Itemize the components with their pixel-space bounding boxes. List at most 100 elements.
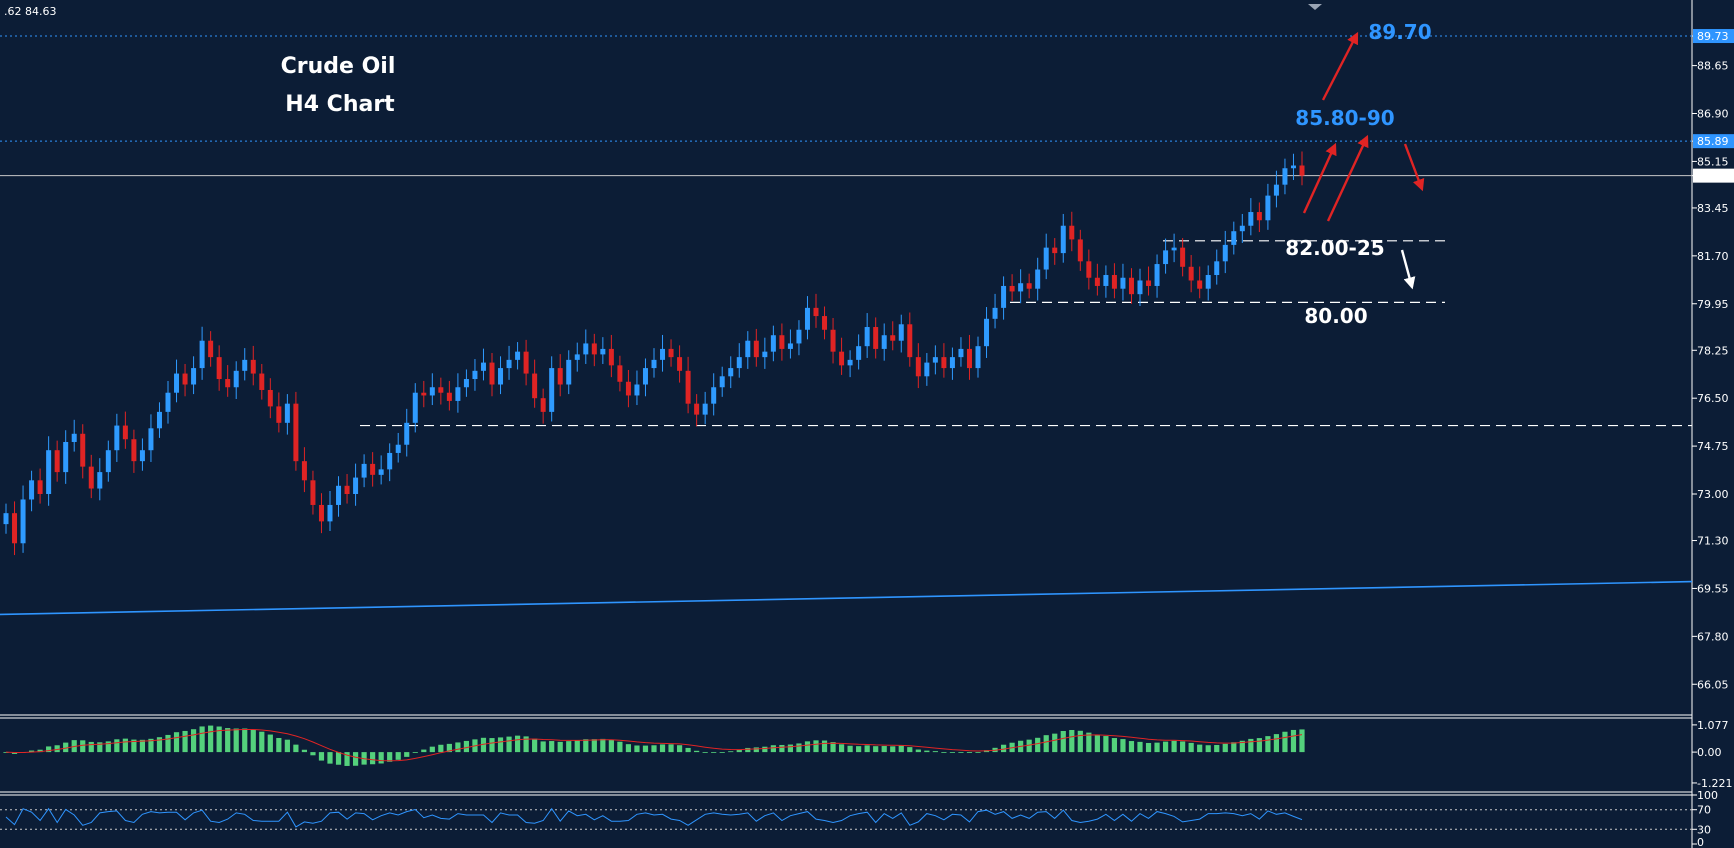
candle-body <box>233 370 239 388</box>
macd-bar <box>480 737 487 753</box>
candle-body <box>651 359 657 369</box>
macd-bar <box>890 746 896 753</box>
level-lines <box>0 0 1693 848</box>
macd-bar <box>949 752 956 753</box>
price-marker-label: 89.73 <box>1697 30 1729 43</box>
macd-bar <box>634 745 640 753</box>
candle-body <box>71 433 77 442</box>
candle-body <box>1214 261 1220 276</box>
macd-bar <box>728 751 734 753</box>
macd-bar <box>1205 745 1211 753</box>
candle-body <box>506 359 512 369</box>
macd-tick-label: 1.077 <box>1697 719 1729 732</box>
candle-body <box>370 463 376 475</box>
candle-body <box>293 403 299 462</box>
macd-bar <box>455 742 461 753</box>
candle-body <box>566 359 572 385</box>
candle-body <box>685 370 691 404</box>
macd-bar <box>864 745 870 753</box>
macd-bar <box>958 752 964 753</box>
candle-body <box>1154 264 1160 286</box>
trend-arrows <box>1302 4 1425 290</box>
candle-body <box>677 357 683 371</box>
chart-subtitle: H4 Chart <box>285 92 395 117</box>
macd-bar <box>907 747 913 753</box>
candle-body <box>1290 165 1296 169</box>
candle-body <box>480 362 486 371</box>
macd-bar <box>63 742 69 753</box>
candle-body <box>165 392 171 412</box>
macd-bar <box>344 752 350 766</box>
macd-bar <box>233 728 239 753</box>
candle-body <box>1001 285 1007 308</box>
candle-body <box>1146 280 1152 286</box>
candle-body <box>455 387 461 401</box>
candle-body <box>54 450 60 473</box>
macd-bar <box>1299 729 1305 753</box>
candle-body <box>472 370 478 380</box>
macd-bar <box>642 745 649 753</box>
macd-bar <box>787 744 794 753</box>
macd-bar <box>583 739 589 753</box>
macd-bar <box>557 741 563 753</box>
period-separator-marker <box>1308 4 1322 10</box>
macd-bar <box>284 739 290 753</box>
macd-bar <box>105 741 111 753</box>
macd-bar <box>310 752 316 756</box>
candle-body <box>924 362 930 377</box>
candle-body <box>1026 283 1032 289</box>
macd-bar <box>165 734 171 753</box>
macd-bar <box>1120 739 1126 753</box>
price-tick-label: 83.45 <box>1697 202 1729 215</box>
candle-body <box>822 316 828 330</box>
candle-body <box>1205 275 1211 289</box>
candle-body <box>668 348 674 358</box>
rsi-tick-label: 70 <box>1697 804 1711 817</box>
macd-bar <box>1128 741 1135 753</box>
macd-bar <box>293 744 299 753</box>
candle-body <box>515 351 521 360</box>
rsi-tick-label: 100 <box>1697 789 1718 802</box>
macd-bar <box>514 735 521 753</box>
macd-bar <box>46 746 52 753</box>
chart-title: Crude Oil <box>281 54 396 79</box>
candle-body <box>242 359 248 371</box>
macd-bar <box>421 749 427 753</box>
candle-body <box>779 335 785 349</box>
candle-body <box>301 461 307 481</box>
candle-body <box>20 499 26 544</box>
macd-bar <box>1290 729 1297 753</box>
candle-body <box>949 357 955 369</box>
annotation-support-level: 80.00 <box>1304 304 1367 328</box>
candle-body <box>702 403 708 415</box>
macd-bar <box>566 741 572 753</box>
candle-body <box>617 365 623 382</box>
candle-body <box>105 450 111 473</box>
annotation-resistance-zone: 85.80-90 <box>1295 106 1394 130</box>
candle-body <box>489 362 495 385</box>
macd-tick-label: -1.221 <box>1697 777 1732 790</box>
candle-body <box>557 368 563 385</box>
candle-body <box>890 335 896 341</box>
candle-body <box>958 348 964 358</box>
candle-body <box>97 472 103 489</box>
candle-body <box>1035 269 1041 289</box>
macd-bar <box>523 736 529 753</box>
macd-bar <box>80 740 86 753</box>
candle-body <box>1103 275 1109 286</box>
macd-bar <box>1162 741 1169 753</box>
macd-bar <box>1069 729 1075 753</box>
candle-body <box>267 389 273 407</box>
candle-body <box>1069 225 1075 240</box>
macd-bar <box>881 746 887 753</box>
macd-bar <box>259 731 265 753</box>
candle-body <box>932 357 938 363</box>
macd-bar <box>736 749 742 753</box>
macd-bar <box>216 726 222 753</box>
macd-bar <box>924 750 930 753</box>
macd-bar <box>131 739 137 753</box>
candle-body <box>523 351 529 374</box>
macd-bar <box>11 752 18 754</box>
macd-bar <box>267 734 273 753</box>
arrow-down-to-support <box>1400 249 1416 290</box>
